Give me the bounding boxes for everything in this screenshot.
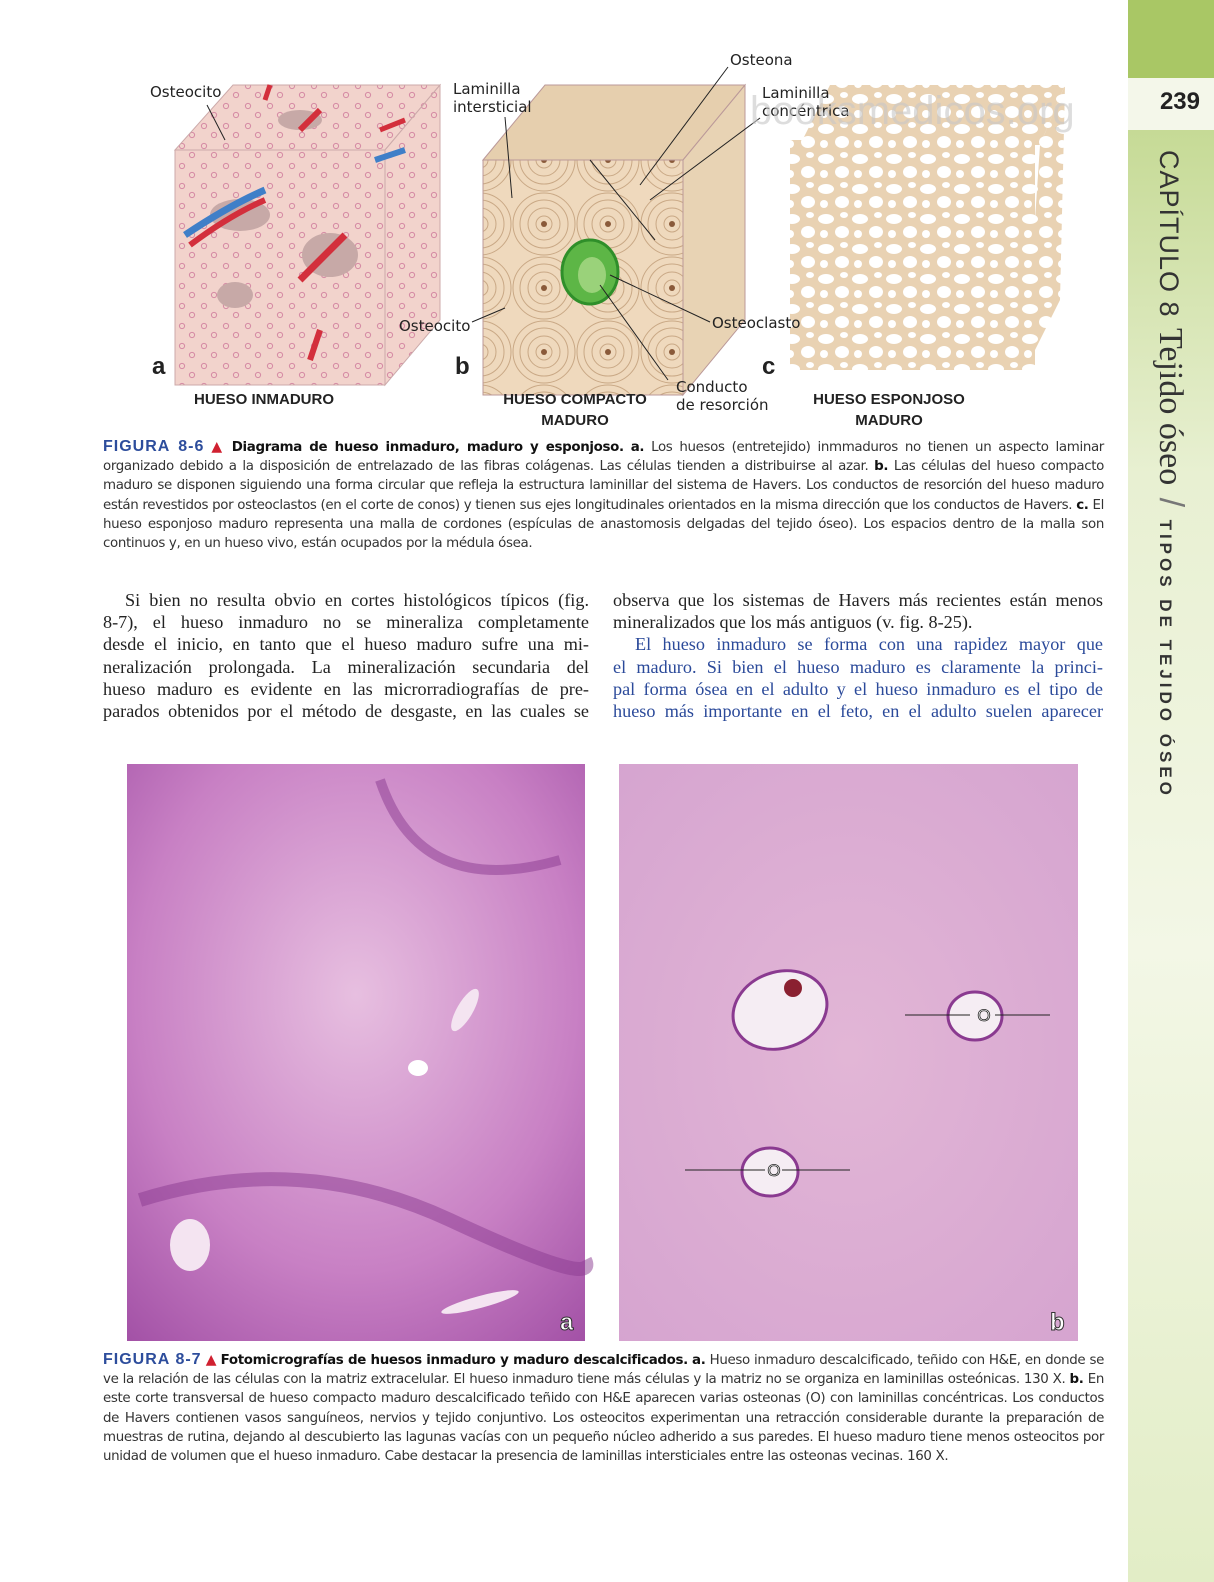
- page-number-box: [1128, 78, 1214, 130]
- label: Osteona: [730, 51, 793, 69]
- label: Osteocito: [399, 317, 470, 335]
- sidebar-top: [1128, 0, 1214, 78]
- label: concéntrica: [762, 102, 850, 120]
- label: de resorción: [676, 396, 769, 414]
- text-line: 8-7), el hueso inmaduro no se mineraliza…: [103, 612, 589, 633]
- panel-letter: c: [762, 353, 775, 380]
- sidebar-vertical: CAPÍTULO 8 Tejido óseo / TIPOS DE TEJIDO…: [1151, 150, 1190, 799]
- text-line: hueso maduro es evidente en las microrra…: [103, 678, 589, 699]
- text-line: observa que los sistemas de Havers más r…: [613, 590, 1103, 610]
- caption-title: Diagrama de hueso inmaduro, maduro y esp…: [231, 440, 624, 455]
- osteon-label: O: [767, 1161, 780, 1180]
- caption-text: Los huesos (entretejido) inmmaduros no t…: [103, 440, 1104, 475]
- chapter: CAPÍTULO 8: [1154, 150, 1184, 318]
- osteon-label: O: [977, 1006, 990, 1025]
- panel-title: HUESO ESPONJOSO: [813, 391, 965, 408]
- watermark: booksmedicos.org: [750, 89, 1075, 133]
- caption-text: En este corte transversal de hueso compa…: [103, 1372, 1104, 1465]
- text-line: hueso más importante en el feto, en el a…: [613, 701, 1103, 722]
- figures: Osteocito Laminilla intersticial Osteona…: [127, 51, 1078, 1341]
- chapter-title: Tejido óseo: [1152, 328, 1189, 486]
- label: Conducto: [676, 378, 748, 396]
- triangle-icon: ▲: [211, 439, 225, 455]
- panel-title: MADURO: [855, 412, 923, 429]
- label: Laminilla: [762, 84, 830, 102]
- caption: FIGURA 8-7 ▲ Fotomicrografías de huesos …: [103, 1350, 1104, 1466]
- section: TIPOS DE TEJIDO ÓSEO: [1156, 519, 1175, 799]
- caption-text: Hueso inmaduro descalcificado, teñido co…: [103, 1353, 1104, 1388]
- figure-label: FIGURA 8-7: [103, 1351, 202, 1368]
- caption-text: Las células del hueso compacto maduro se…: [103, 459, 1104, 513]
- panel-title: HUESO COMPACTO: [503, 391, 647, 408]
- panel-letter: b: [1050, 1309, 1065, 1336]
- column-left: Si bien no resulta obvio en cortes histo…: [103, 589, 589, 722]
- label: Osteoclasto: [712, 314, 800, 332]
- caption-part-letter: b.: [1069, 1372, 1084, 1388]
- column-right: observa que los sistemas de Havers más r…: [613, 589, 1103, 722]
- text-line: desde el inicio, en tanto que el hueso m…: [103, 634, 589, 655]
- caption-title: Fotomicrografías de huesos inmaduro y ma…: [220, 1353, 689, 1368]
- caption-text: El hueso esponjoso maduro representa una…: [103, 497, 1104, 552]
- caption-part-letter: a.: [692, 1353, 706, 1368]
- photo-a: a: [127, 764, 594, 1341]
- text-line: pal forma ósea en el adulto y el hueso i…: [613, 678, 1103, 699]
- sidebar: [1128, 0, 1214, 1582]
- page-number: 239: [1159, 88, 1200, 115]
- photo-b: O O b: [619, 764, 1078, 1341]
- text-line: neralización prolongada. La mineralizaci…: [103, 656, 589, 677]
- text-line: mineralizados que los más antiguos (v. f…: [613, 612, 973, 633]
- caption-part-letter: b.: [874, 459, 889, 475]
- label: intersticial: [453, 98, 532, 116]
- separator: /: [1152, 497, 1190, 508]
- text-line: el maduro. Si bien el hueso maduro es cl…: [613, 656, 1103, 677]
- panel-letter: a: [152, 353, 166, 380]
- label: Osteocito: [150, 83, 221, 101]
- panel-letter: b: [455, 353, 470, 380]
- figure-label: FIGURA 8-6: [103, 438, 205, 455]
- illustration-spongy: [790, 85, 1065, 370]
- illustration-compact: [471, 66, 761, 397]
- panel-title: MADURO: [541, 412, 609, 429]
- text-line: Si bien no resulta obvio en cortes histo…: [125, 590, 589, 610]
- caption-part-letter: a.: [630, 440, 645, 455]
- panel-letter: a: [560, 1309, 574, 1336]
- label: Laminilla: [453, 80, 521, 98]
- text-line: parados obtenidos por el método de desga…: [103, 701, 589, 722]
- caption: FIGURA 8-6 ▲ Diagrama de hueso inmaduro,…: [103, 437, 1104, 553]
- text-line: El hueso inmaduro se forma con una rapid…: [635, 634, 1103, 655]
- caption-part-letter: c.: [1076, 497, 1089, 513]
- triangle-icon: ▲: [205, 1352, 217, 1368]
- illustration-immature: [173, 83, 442, 387]
- panel-title: HUESO INMADURO: [194, 391, 334, 408]
